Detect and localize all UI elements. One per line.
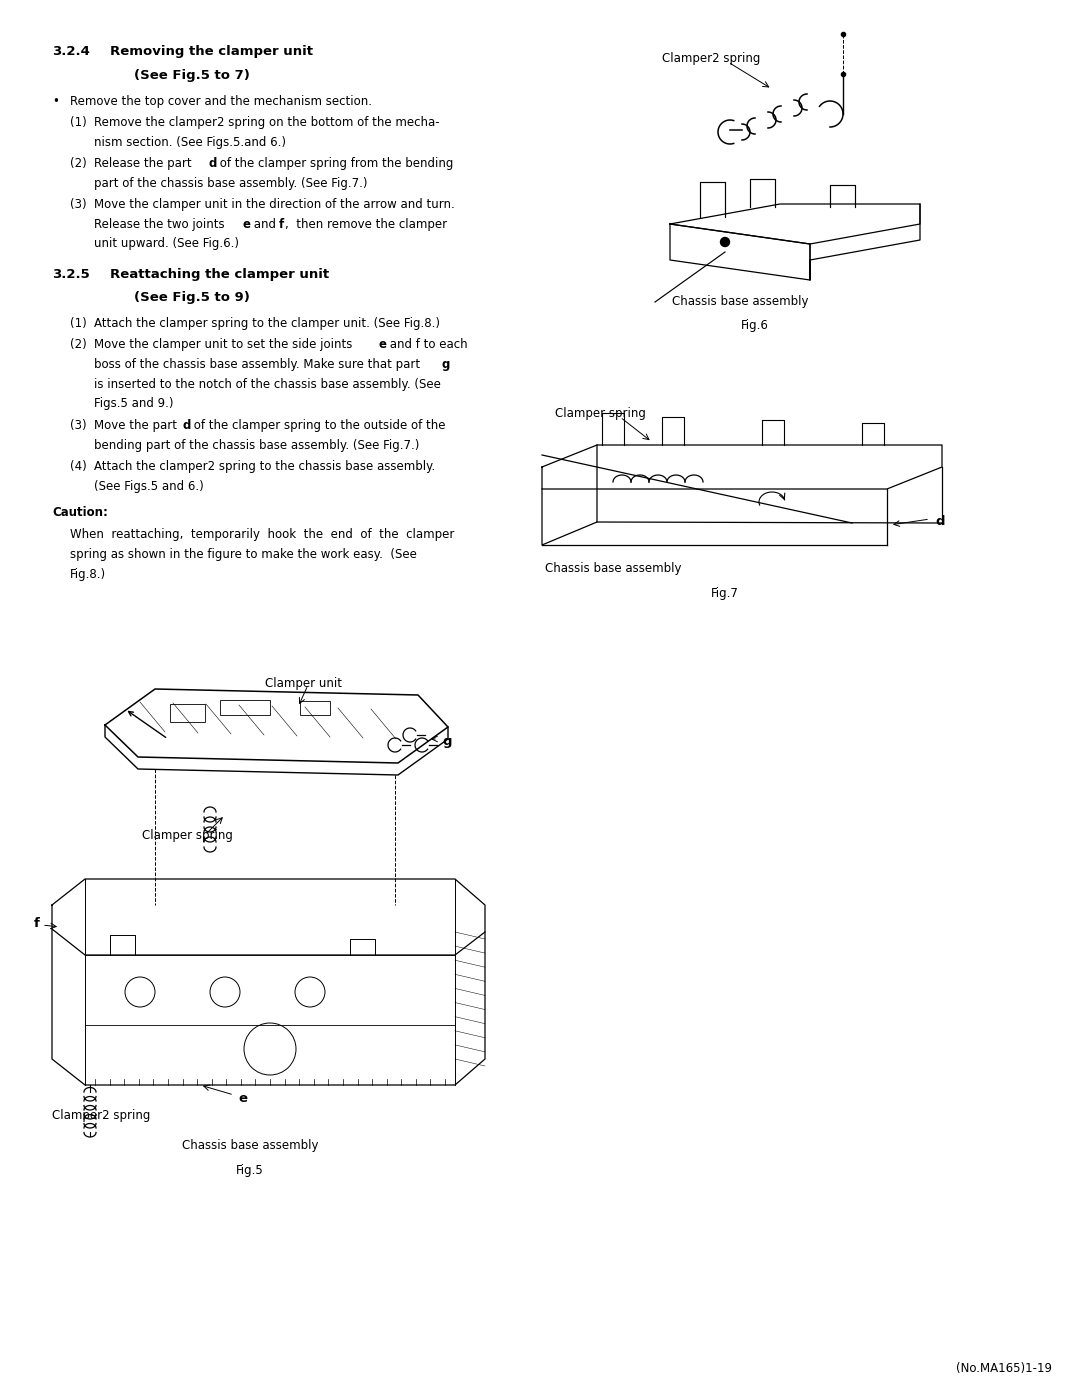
Text: •: • <box>52 95 59 108</box>
Text: Attach the clamper2 spring to the chassis base assembly.: Attach the clamper2 spring to the chassi… <box>94 460 435 472</box>
Text: Release the part: Release the part <box>94 156 195 169</box>
Text: Chassis base assembly: Chassis base assembly <box>545 562 681 576</box>
Text: e: e <box>379 338 387 351</box>
Text: Figs.5 and 9.): Figs.5 and 9.) <box>94 398 174 411</box>
Text: 3.2.4: 3.2.4 <box>52 45 90 59</box>
Text: Caution:: Caution: <box>52 507 108 520</box>
Text: spring as shown in the figure to make the work easy.  (See: spring as shown in the figure to make th… <box>70 548 417 562</box>
Text: Clamper spring: Clamper spring <box>141 828 233 842</box>
Text: of the clamper spring to the outside of the: of the clamper spring to the outside of … <box>190 419 446 432</box>
Circle shape <box>720 237 729 246</box>
Text: Remove the top cover and the mechanism section.: Remove the top cover and the mechanism s… <box>70 95 372 108</box>
Text: Attach the clamper spring to the clamper unit. (See Fig.8.): Attach the clamper spring to the clamper… <box>94 317 440 330</box>
Text: (1): (1) <box>70 317 86 330</box>
Text: Fig.5: Fig.5 <box>237 1164 264 1178</box>
Bar <box>220 700 270 715</box>
Text: g: g <box>442 735 451 747</box>
Text: (3): (3) <box>70 197 86 211</box>
Text: g: g <box>441 358 449 370</box>
Text: (4): (4) <box>70 460 86 472</box>
Text: unit upward. (See Fig.6.): unit upward. (See Fig.6.) <box>94 237 239 250</box>
Text: Clamper2 spring: Clamper2 spring <box>52 1109 150 1122</box>
Text: (See Figs.5 and 6.): (See Figs.5 and 6.) <box>94 479 204 493</box>
Text: d: d <box>935 515 945 528</box>
Text: part of the chassis base assembly. (See Fig.7.): part of the chassis base assembly. (See … <box>94 176 367 190</box>
Text: f: f <box>33 916 40 930</box>
Bar <box>300 701 330 715</box>
Text: f: f <box>279 218 284 231</box>
Text: nism section. (See Figs.5.and 6.): nism section. (See Figs.5.and 6.) <box>94 136 286 148</box>
Text: Clamper2 spring: Clamper2 spring <box>662 52 760 66</box>
Text: boss of the chassis base assembly. Make sure that part: boss of the chassis base assembly. Make … <box>94 358 423 370</box>
Text: Fig.7: Fig.7 <box>711 587 739 599</box>
Text: d: d <box>183 419 191 432</box>
Text: and: and <box>249 218 280 231</box>
Text: Release the two joints: Release the two joints <box>94 218 228 231</box>
Text: d: d <box>208 156 217 169</box>
Text: is inserted to the notch of the chassis base assembly. (See: is inserted to the notch of the chassis … <box>94 377 441 391</box>
Text: Move the clamper unit in the direction of the arrow and turn.: Move the clamper unit in the direction o… <box>94 197 455 211</box>
Text: When  reattaching,  temporarily  hook  the  end  of  the  clamper: When reattaching, temporarily hook the e… <box>70 528 455 541</box>
Text: Fig.8.): Fig.8.) <box>70 569 106 581</box>
Text: of the clamper spring from the bending: of the clamper spring from the bending <box>216 156 454 169</box>
Text: Move the clamper unit to set the side joints: Move the clamper unit to set the side jo… <box>94 338 356 351</box>
Bar <box>170 704 205 722</box>
Text: (2): (2) <box>70 156 86 169</box>
Text: Remove the clamper2 spring on the bottom of the mecha-: Remove the clamper2 spring on the bottom… <box>94 116 440 129</box>
Text: Clamper spring: Clamper spring <box>555 407 646 420</box>
Text: Reattaching the clamper unit: Reattaching the clamper unit <box>110 267 329 281</box>
Text: (See Fig.5 to 7): (See Fig.5 to 7) <box>134 68 249 81</box>
Text: (2): (2) <box>70 338 86 351</box>
Text: (See Fig.5 to 9): (See Fig.5 to 9) <box>134 291 249 305</box>
Text: bending part of the chassis base assembly. (See Fig.7.): bending part of the chassis base assembl… <box>94 439 419 451</box>
Text: 3.2.5: 3.2.5 <box>52 267 90 281</box>
Text: Chassis base assembly: Chassis base assembly <box>181 1139 319 1153</box>
Text: and f to each: and f to each <box>386 338 468 351</box>
Text: (3): (3) <box>70 419 86 432</box>
Text: ,  then remove the clamper: , then remove the clamper <box>285 218 447 231</box>
Text: Move the part: Move the part <box>94 419 180 432</box>
Text: Chassis base assembly: Chassis base assembly <box>672 295 809 307</box>
Text: Clamper unit: Clamper unit <box>265 678 342 690</box>
Text: e: e <box>238 1092 247 1105</box>
Text: Fig.6: Fig.6 <box>741 319 769 332</box>
Text: (1): (1) <box>70 116 86 129</box>
Text: (No.MA165)1-19: (No.MA165)1-19 <box>956 1362 1052 1375</box>
Text: e: e <box>243 218 251 231</box>
Text: Removing the clamper unit: Removing the clamper unit <box>110 45 313 59</box>
